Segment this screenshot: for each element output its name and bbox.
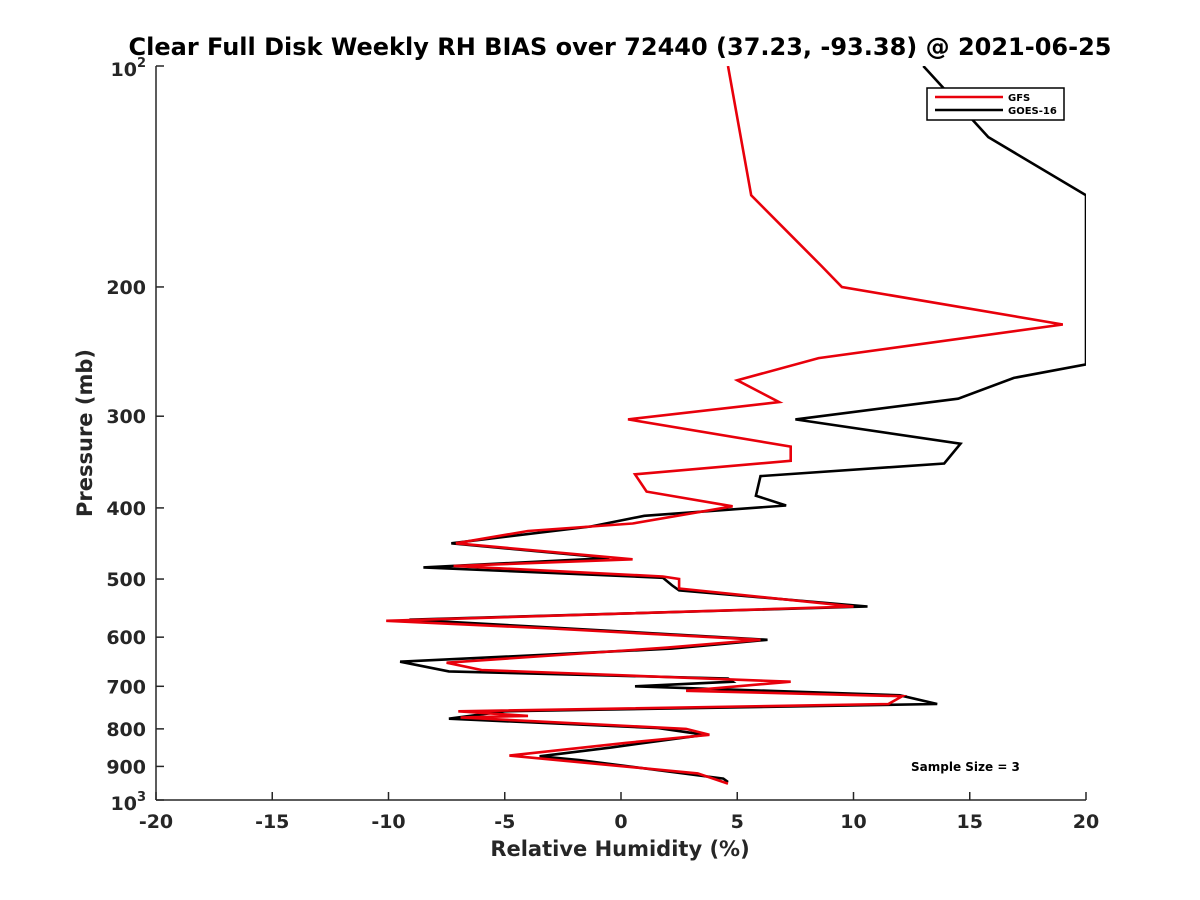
x-tick-label: -20 xyxy=(139,811,173,833)
y-tick-label: 200 xyxy=(106,277,146,299)
y-axis-label: Pressure (mb) xyxy=(73,349,97,517)
x-tick-label: 10 xyxy=(840,811,866,833)
y-tick-base: 10 xyxy=(111,59,137,81)
series-layer xyxy=(386,66,1086,785)
y-tick-label: 700 xyxy=(106,676,146,698)
x-tick-label: 15 xyxy=(957,811,983,833)
y-tick-label: 900 xyxy=(106,756,146,778)
x-axis-ticks: -20 -15 -10 -5 0 5 10 15 20 xyxy=(139,792,1099,833)
series-line-goes16 xyxy=(399,66,1086,784)
series-line-gfs xyxy=(386,66,1064,785)
x-tick-label: 20 xyxy=(1073,811,1099,833)
chart-title: Clear Full Disk Weekly RH BIAS over 7244… xyxy=(129,33,1112,61)
y-tick-base: 10 xyxy=(111,793,137,815)
legend-label-gfs: GFS xyxy=(1008,93,1030,104)
y-tick-label: 800 xyxy=(106,719,146,741)
legend-label-goes16: GOES-16 xyxy=(1008,106,1057,117)
x-tick-label: -10 xyxy=(371,811,405,833)
legend-box xyxy=(926,87,1065,121)
sample-size-annotation: Sample Size = 3 xyxy=(911,760,1020,774)
y-tick-exponent: 2 xyxy=(137,56,146,71)
y-tick-exponent: 3 xyxy=(137,790,146,805)
y-tick-label: 102 xyxy=(111,56,147,81)
y-tick-label: 103 xyxy=(111,790,147,815)
y-tick-label: 400 xyxy=(106,498,146,520)
x-tick-label: 0 xyxy=(614,811,627,833)
plot-area: -20 -15 -10 -5 0 5 10 15 20 10220030040050060070… xyxy=(106,56,1099,833)
legend: GFS GOES-16 xyxy=(926,87,1065,121)
x-tick-label: 5 xyxy=(731,811,744,833)
x-axis-label: Relative Humidity (%) xyxy=(490,837,749,861)
y-tick-label: 600 xyxy=(106,627,146,649)
x-tick-label: -5 xyxy=(494,811,515,833)
y-tick-label: 300 xyxy=(106,406,146,428)
x-tick-label: -15 xyxy=(255,811,289,833)
y-tick-label: 500 xyxy=(106,569,146,591)
